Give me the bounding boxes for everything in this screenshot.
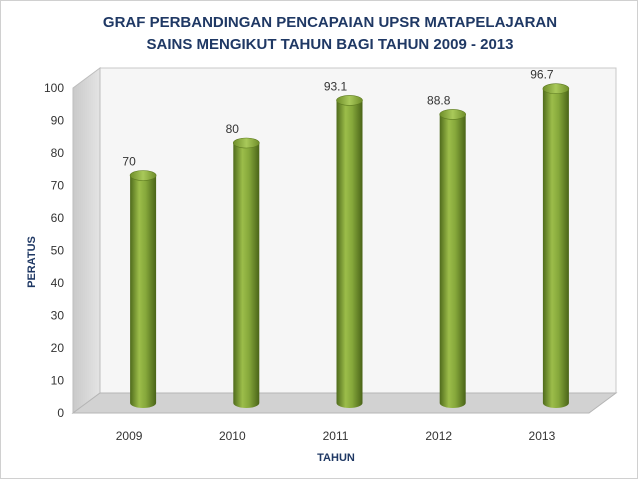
y-tick-label: 0	[57, 406, 64, 420]
bar-top	[439, 109, 467, 120]
bar-top	[542, 83, 570, 95]
x-axis-ticks: 2009 2010 2011 2012 2013	[116, 429, 556, 443]
data-label: 70	[122, 155, 136, 169]
y-tick-label: 50	[51, 244, 65, 258]
y-tick-label: 70	[51, 179, 65, 193]
bar	[439, 109, 467, 409]
bar-body	[336, 100, 363, 409]
bar-body	[439, 114, 466, 409]
x-axis-label: TAHUN	[317, 452, 355, 464]
x-tick-label: 2012	[425, 429, 452, 443]
bar-top	[233, 137, 260, 149]
data-labels: 70 80 93.1 88.8 96.7	[122, 68, 553, 169]
x-tick-label: 2013	[529, 429, 556, 443]
chart-title-line-1: GRAF PERBANDINGAN PENCAPAIAN UPSR MATAPE…	[102, 14, 558, 31]
data-label: 80	[226, 122, 240, 136]
y-tick-label: 40	[51, 276, 65, 290]
data-label: 93.1	[324, 79, 348, 93]
data-label: 96.7	[530, 68, 554, 82]
chart-title-line-2: SAINS MENGIKUT TAHUN BAGI TAHUN 2009 - 2…	[146, 36, 514, 53]
chart-title: GRAF PERBANDINGAN PENCAPAIAN UPSR MATAPE…	[60, 12, 600, 56]
y-tick-label: 100	[44, 81, 64, 95]
y-axis-ticks: 0 10 20 30 40 50 60 70 80 90 100	[44, 81, 64, 420]
y-tick-label: 20	[51, 341, 65, 355]
bar-top	[129, 170, 157, 181]
bar-body	[130, 175, 157, 408]
bars	[129, 83, 570, 409]
bar	[542, 83, 570, 408]
bar-body	[233, 143, 260, 408]
bar	[129, 170, 157, 408]
y-tick-label: 80	[51, 146, 65, 160]
y-tick-label: 30	[51, 309, 65, 323]
data-label: 88.8	[427, 93, 451, 107]
bar	[336, 95, 363, 409]
y-tick-label: 90	[51, 114, 65, 128]
side-wall	[72, 67, 101, 414]
bar	[233, 137, 260, 408]
bar-body	[542, 88, 569, 408]
x-tick-label: 2009	[116, 429, 143, 443]
x-tick-label: 2010	[219, 429, 246, 443]
y-tick-label: 60	[51, 211, 65, 225]
y-tick-label: 10	[51, 374, 65, 388]
bar-top	[336, 95, 363, 106]
x-tick-label: 2011	[323, 429, 349, 443]
